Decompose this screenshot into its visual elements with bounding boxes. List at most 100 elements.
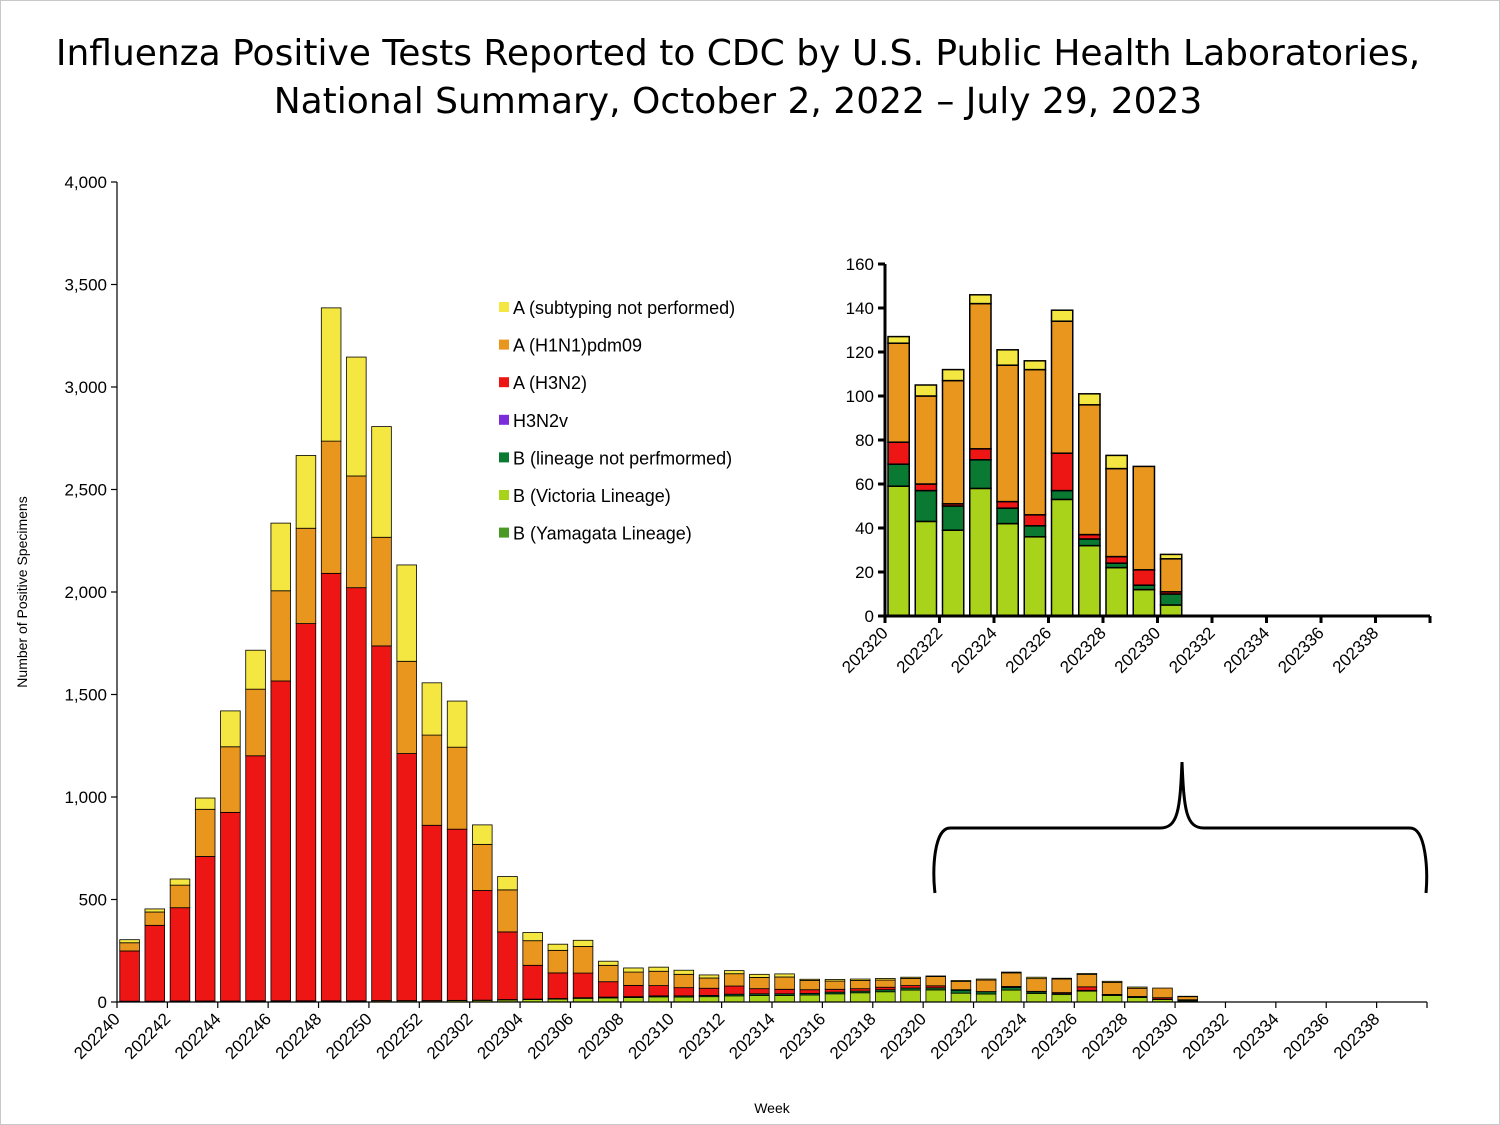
main-x-tick-label: 202304 (473, 1009, 527, 1063)
inset-bar-202328-a_h1n1 (1105, 467, 1128, 558)
main-bar-202311-a_h3n2 (698, 987, 720, 996)
main-bar-202244-a_h1n1 (220, 746, 241, 813)
inset-bar-202322-b_victoria (941, 529, 965, 617)
main-bar-202247-a_unsubtyped (295, 455, 317, 529)
main-bar-202326-a_unsubtyped (1076, 973, 1098, 975)
main-bar-202328-a_unsubtyped (1127, 986, 1148, 989)
inset-bar-202327-b_victoria (1078, 544, 1101, 617)
main-bar-202240-a_h1n1 (119, 942, 140, 952)
main-bar-202305-a_h1n1 (547, 949, 569, 974)
main-x-tick-label: 202326 (1028, 1009, 1082, 1063)
legend-swatch-h3n2v (499, 414, 509, 425)
legend-swatch-a_h3n2 (499, 377, 509, 388)
main-bar-202312-a_h1n1 (723, 973, 745, 987)
inset-y-tick-label: 100 (846, 387, 874, 406)
legend-swatch-b_lineage_not_performed (499, 452, 509, 463)
main-bar-202326-a_h1n1 (1076, 974, 1098, 988)
legend-label-a_unsubtyped: A (subtyping not performed) (513, 298, 735, 318)
legend-label-h3n2v: H3N2v (513, 411, 568, 431)
main-bar-202308-b_victoria (623, 997, 644, 1003)
main-x-tick-label: 202312 (675, 1009, 729, 1063)
main-bar-202309-a_h1n1 (648, 970, 669, 987)
zoom-brace (932, 761, 1429, 894)
main-bar-202242-a_unsubtyped (169, 878, 191, 886)
main-bar-202248-a_h1n1 (320, 440, 342, 574)
main-bar-202240-a_h3n2 (119, 950, 140, 1002)
main-bar-202313-a_h3n2 (749, 988, 770, 995)
legend-swatch-b_victoria (499, 490, 509, 500)
inset-bar-202320-a_h1n1 (887, 342, 910, 443)
main-bar-202315-b_victoria (799, 994, 821, 1003)
main-y-tick-label: 3,000 (64, 378, 107, 397)
main-bar-202307-b_victoria (598, 997, 619, 1003)
inset-bar-202329-b_victoria (1132, 588, 1156, 617)
main-bar-202314-a_unsubtyped (774, 973, 795, 978)
inset-bar-202324-a_h3n2 (996, 500, 1019, 509)
main-bar-202320-a_unsubtyped (925, 975, 946, 977)
main-bar-202304-a_h1n1 (522, 940, 543, 966)
main-bar-202321-b_lineage_not_performed (950, 989, 972, 994)
main-bar-202325-a_unsubtyped (1051, 977, 1072, 980)
main-x-tick-label: 202240 (70, 1009, 124, 1063)
inset-bar-202321-a_h3n2 (914, 483, 938, 492)
main-bar-202308-a_unsubtyped (623, 967, 644, 973)
main-bar-202302-a_unsubtyped (472, 824, 493, 845)
main-bar-202315-a_unsubtyped (799, 978, 821, 981)
main-bar-202321-b_victoria (950, 992, 972, 1003)
inset-y-tick-label: 160 (846, 255, 874, 274)
inset-bar-202325-a_h1n1 (1023, 368, 1047, 516)
main-bar-202328-a_h1n1 (1127, 987, 1148, 997)
main-bar-202327-a_h1n1 (1101, 981, 1123, 995)
inset-bar-202321-b_lineage_not_performed (914, 489, 938, 523)
main-bar-202243-a_h1n1 (194, 808, 216, 857)
legend-swatch-a_unsubtyped (499, 302, 509, 312)
main-bar-202310-a_h3n2 (673, 987, 695, 997)
inset-bar-202323-a_unsubtyped (969, 294, 992, 305)
main-x-tick-label: 202330 (1128, 1009, 1182, 1063)
main-bar-202312-a_h3n2 (723, 985, 745, 995)
legend-swatch-a_h1n1 (499, 339, 509, 350)
legend-label-b_lineage_not_performed: B (lineage not perfmormed) (513, 448, 732, 468)
main-x-axis-title: Week (754, 1100, 791, 1116)
main-bar-202251-a_unsubtyped (396, 564, 417, 662)
main-y-tick-label: 0 (98, 993, 107, 1012)
inset-bar-202328-a_h3n2 (1105, 555, 1128, 564)
inset-bar-202326-a_h3n2 (1050, 452, 1074, 492)
main-bar-202247-a_h1n1 (295, 527, 317, 624)
main-bar-202250-a_unsubtyped (371, 426, 392, 538)
main-bar-202314-a_h1n1 (774, 976, 795, 990)
inset-bar-202326-b_lineage_not_performed (1050, 489, 1074, 501)
inset-x-tick-label: 202338 (1329, 623, 1383, 677)
main-bar-202321-a_h1n1 (950, 981, 972, 991)
main-bar-202302-a_h3n2 (472, 890, 493, 1001)
main-bar-202313-b_victoria (749, 995, 770, 1003)
chart-title: Influenza Positive Tests Reported to CDC… (0, 30, 1476, 126)
main-bar-202324-a_unsubtyped (1026, 976, 1047, 980)
main-x-tick-label: 202338 (1330, 1009, 1384, 1063)
inset-bar-202324-b_victoria (996, 522, 1019, 617)
main-bar-202322-a_h1n1 (975, 979, 997, 992)
main-bar-202313-a_h1n1 (749, 977, 770, 990)
main-bar-202326-a_h3n2 (1076, 986, 1098, 991)
main-bar-202305-a_h3n2 (547, 972, 569, 999)
inset-bar-202327-a_h1n1 (1078, 404, 1101, 536)
inset-bar-202328-a_unsubtyped (1105, 454, 1128, 470)
inset-x-tick-label: 202324 (947, 623, 1001, 677)
main-bar-202316-a_unsubtyped (824, 979, 846, 982)
inset-bar-202330-b_lineage_not_performed (1159, 593, 1183, 606)
main-bar-202306-a_h3n2 (572, 972, 594, 999)
inset-x-tick-label: 202322 (893, 623, 947, 677)
main-x-tick-label: 202242 (121, 1009, 175, 1063)
main-bar-202301-a_h1n1 (446, 746, 468, 830)
inset-bar-202323-a_h3n2 (969, 448, 992, 461)
main-x-tick-label: 202244 (171, 1009, 225, 1063)
main-x-tick-label: 202246 (221, 1009, 275, 1063)
main-y-tick-label: 3,500 (64, 276, 107, 295)
main-x-tick-label: 202332 (1179, 1009, 1233, 1063)
inset-bar-202328-b_victoria (1105, 566, 1128, 617)
main-bar-202305-a_unsubtyped (547, 943, 569, 951)
main-x-tick-label: 202328 (1078, 1009, 1132, 1063)
inset-bar-202323-a_h1n1 (969, 302, 992, 450)
main-x-tick-label: 202310 (625, 1009, 679, 1063)
